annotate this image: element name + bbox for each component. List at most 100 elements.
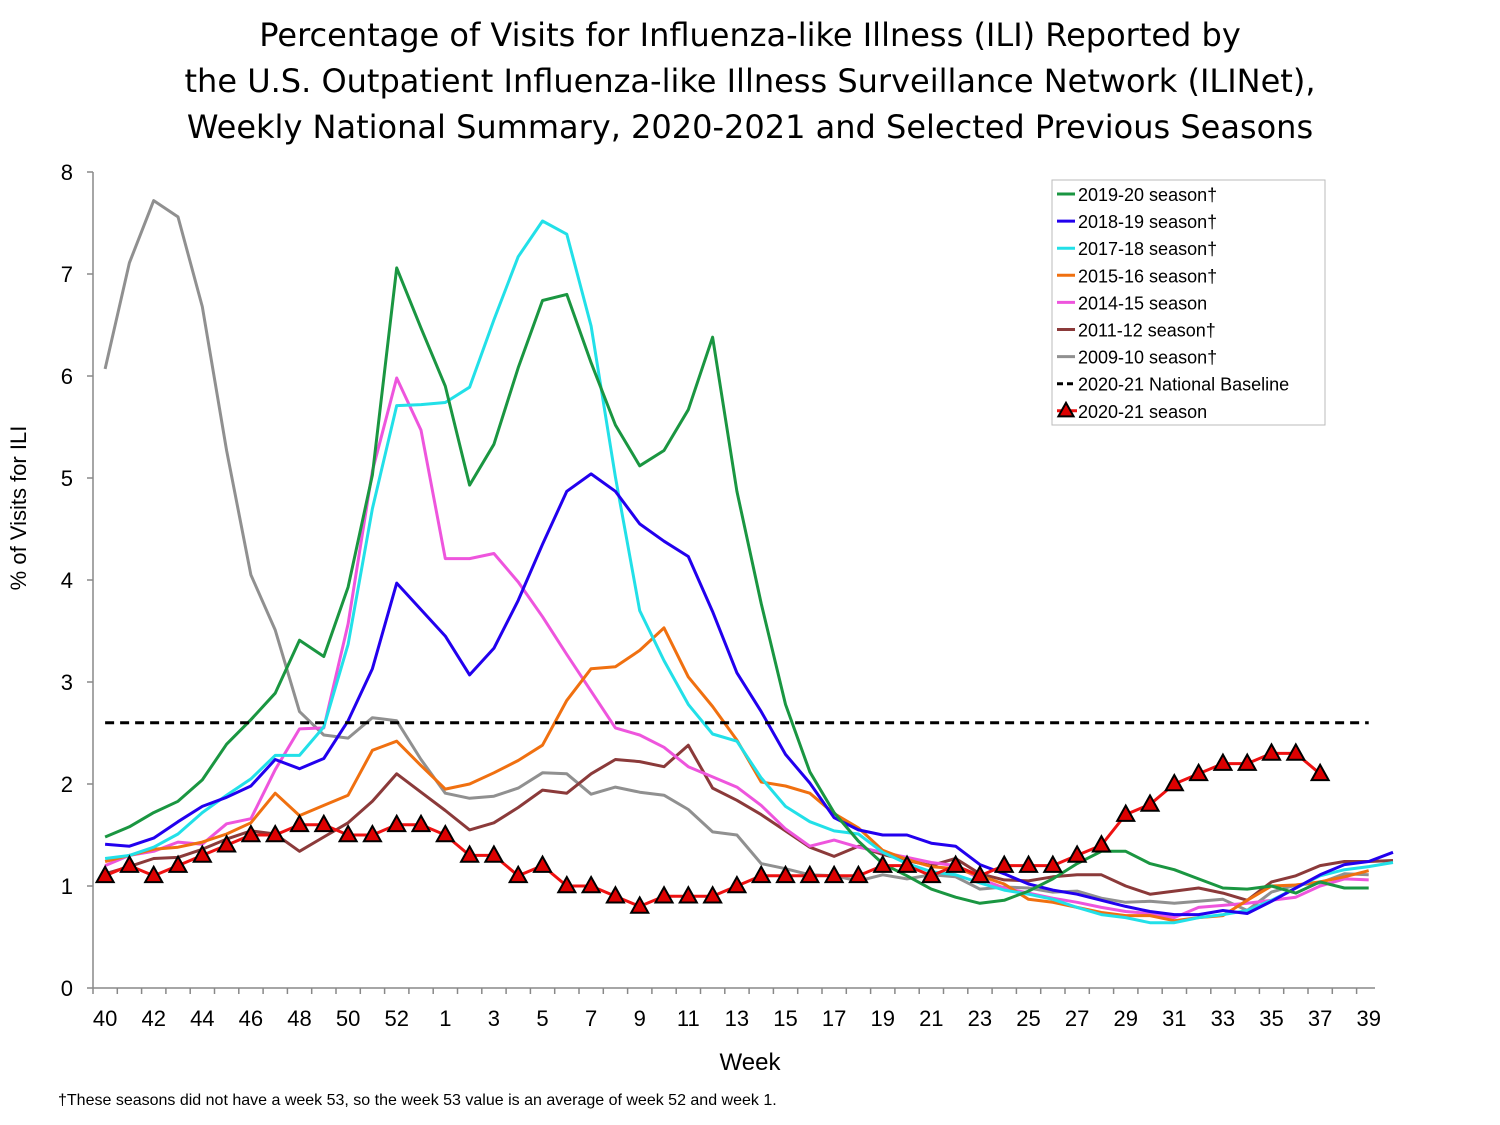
x-tick-label: 35 xyxy=(1259,1006,1283,1031)
data-point-2020-21 xyxy=(167,854,189,873)
data-point-2020-21 xyxy=(678,885,699,904)
data-point-2020-21 xyxy=(143,864,164,884)
data-point-2020-21 xyxy=(1066,844,1088,863)
chart-title: Percentage of Visits for Influenza-like … xyxy=(0,12,1500,150)
legend-label: 2018-19 season† xyxy=(1078,212,1217,232)
data-point-2020-21 xyxy=(507,864,529,884)
x-tick-label: 33 xyxy=(1211,1006,1235,1031)
footnote: †These seasons did not have a week 53, s… xyxy=(58,1092,777,1109)
legend-label: 2011-12 season† xyxy=(1078,321,1216,341)
series-line-2011-12 xyxy=(104,743,1394,902)
x-tick-label: 40 xyxy=(93,1006,117,1031)
data-point-2020-21 xyxy=(313,813,335,833)
data-point-2020-21 xyxy=(337,823,359,843)
y-tick-label: 8 xyxy=(61,160,73,185)
chart-title-line-2: the U.S. Outpatient Influenza-like Illne… xyxy=(184,62,1316,100)
data-point-2020-21 xyxy=(1139,793,1161,812)
x-tick-label: 1 xyxy=(439,1006,451,1031)
data-point-2020-21 xyxy=(483,844,505,863)
x-tick-label: 5 xyxy=(536,1006,548,1031)
data-point-2020-21 xyxy=(1212,752,1234,771)
x-tick-label: 37 xyxy=(1308,1006,1332,1031)
data-point-2020-21 xyxy=(240,823,262,843)
data-point-2020-21 xyxy=(702,885,723,904)
legend-label: 2014-15 season xyxy=(1078,293,1207,313)
data-point-2020-21 xyxy=(264,823,286,843)
x-tick-label: 52 xyxy=(384,1006,408,1031)
data-point-2020-21 xyxy=(216,834,237,853)
x-tick-label: 15 xyxy=(773,1006,797,1031)
data-point-2020-21 xyxy=(653,885,675,904)
data-point-2020-21 xyxy=(1091,834,1112,853)
x-tick-label: 44 xyxy=(190,1006,214,1031)
x-tick-label: 3 xyxy=(488,1006,500,1031)
data-point-2020-21 xyxy=(775,864,796,884)
data-point-2020-21 xyxy=(1115,803,1136,822)
y-tick-label: 3 xyxy=(61,670,73,695)
x-tick-label: 25 xyxy=(1016,1006,1040,1031)
data-point-2020-21 xyxy=(823,864,845,884)
y-tick-label: 0 xyxy=(61,976,73,1001)
data-point-2020-21 xyxy=(750,864,772,884)
markers-layer xyxy=(94,742,1331,914)
x-tick-label: 42 xyxy=(141,1006,165,1031)
legend-label: 2009-10 season† xyxy=(1078,348,1217,368)
y-tick-label: 5 xyxy=(61,466,73,491)
y-tick-label: 7 xyxy=(61,262,73,287)
data-point-2020-21 xyxy=(726,874,748,894)
data-point-2020-21 xyxy=(1285,742,1307,761)
data-point-2020-21 xyxy=(459,844,480,863)
legend-label: 2020-21 National Baseline xyxy=(1078,375,1289,395)
x-tick-label: 46 xyxy=(239,1006,263,1031)
legend-label: 2019-20 season† xyxy=(1078,185,1217,205)
data-point-2020-21 xyxy=(629,895,650,914)
data-point-2020-21 xyxy=(580,874,602,894)
x-axis-label: Week xyxy=(720,1049,782,1076)
legend-box xyxy=(1051,179,1326,426)
data-point-2020-21 xyxy=(921,864,942,884)
data-point-2020-21 xyxy=(386,813,407,833)
data-point-2020-21 xyxy=(1309,762,1331,782)
data-point-2020-21 xyxy=(872,854,893,873)
x-tick-label: 48 xyxy=(287,1006,311,1031)
y-tick-label: 6 xyxy=(61,364,73,389)
x-tick-label: 31 xyxy=(1162,1006,1186,1031)
legend: 2019-20 season† 2018-19 season† 2017-18 se… xyxy=(1051,179,1326,426)
x-tick-label: 19 xyxy=(870,1006,894,1031)
data-point-2020-21 xyxy=(1236,752,1258,771)
data-point-2020-21 xyxy=(896,854,918,873)
y-axis-label: % of Visits for ILI xyxy=(6,426,31,591)
chart-title-line-3: Weekly National Summary, 2020-2021 and S… xyxy=(186,108,1314,146)
data-point-2020-21 xyxy=(848,864,869,884)
x-tick-label: 39 xyxy=(1356,1006,1380,1031)
data-point-2020-21 xyxy=(605,885,626,904)
legend-label: 2017-18 season† xyxy=(1078,239,1217,259)
x-tick-label: 13 xyxy=(725,1006,749,1031)
x-tick-label: 21 xyxy=(919,1006,943,1031)
legend-label: 2020-21 season xyxy=(1078,402,1207,422)
y-tick-label: 1 xyxy=(61,874,73,899)
data-point-2020-21 xyxy=(410,813,432,833)
x-tick-label: 50 xyxy=(336,1006,360,1031)
data-point-2020-21 xyxy=(532,854,553,873)
data-point-2020-21 xyxy=(1164,772,1185,792)
data-point-2020-21 xyxy=(435,823,456,843)
y-tick-label: 2 xyxy=(61,772,73,797)
data-point-2020-21 xyxy=(799,864,821,884)
series-line-2018-19 xyxy=(104,472,1394,917)
series-line-2019-20 xyxy=(104,266,1369,905)
data-point-2020-21 xyxy=(556,874,578,894)
data-point-2020-21 xyxy=(1188,762,1209,782)
y-tick-label: 4 xyxy=(61,568,73,593)
legend-marker xyxy=(1056,400,1076,418)
data-point-2020-21 xyxy=(1018,854,1039,873)
data-point-2020-21 xyxy=(289,813,310,833)
data-point-2020-21 xyxy=(94,864,116,884)
series-line-2014-15 xyxy=(104,376,1369,920)
data-point-2020-21 xyxy=(192,844,213,863)
legend-label: 2015-16 season† xyxy=(1078,266,1217,286)
x-tick-label: 9 xyxy=(634,1006,646,1031)
data-point-2020-21 xyxy=(945,854,966,873)
